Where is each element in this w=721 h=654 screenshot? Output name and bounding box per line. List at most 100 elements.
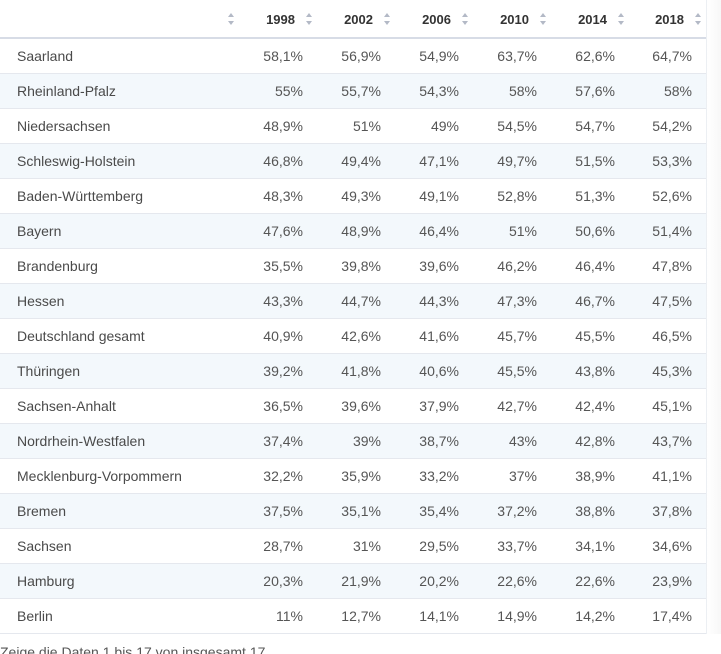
value-cell: 46,7% (552, 283, 630, 319)
region-cell: Nordrhein-Westfalen (0, 423, 240, 459)
region-cell: Hamburg (0, 563, 240, 599)
value-cell: 51,5% (552, 143, 630, 179)
region-cell: Saarland (0, 38, 240, 74)
column-header-year[interactable]: 1998 (240, 0, 318, 39)
column-header-year[interactable]: 2018 (630, 0, 707, 39)
value-cell: 44,7% (318, 283, 396, 319)
column-header-year[interactable]: 2002 (318, 0, 396, 39)
region-cell: Rheinland-Pfalz (0, 73, 240, 109)
value-cell: 48,3% (240, 178, 318, 214)
value-cell: 39,2% (240, 353, 318, 389)
value-cell: 17,4% (630, 598, 707, 634)
value-cell: 38,8% (552, 493, 630, 529)
table-row: Deutschland gesamt 40,9% 42,6% 41,6% 45,7% 45… (0, 318, 707, 354)
column-header-year[interactable]: 2010 (474, 0, 552, 39)
value-cell: 48,9% (240, 108, 318, 144)
value-cell: 42,4% (552, 388, 630, 424)
table-row: Bremen 37,5% 35,1% 35,4% 37,2% 38,8% 37,8% (0, 493, 707, 529)
value-cell: 56,9% (318, 38, 396, 74)
region-cell: Schleswig-Holstein (0, 143, 240, 179)
table-row: Bayern 47,6% 48,9% 46,4% 51% 50,6% 51,4% (0, 213, 707, 249)
value-cell: 14,9% (474, 598, 552, 634)
value-cell: 37,8% (630, 493, 707, 529)
region-cell: Bayern (0, 213, 240, 249)
column-header-year[interactable]: 2006 (396, 0, 474, 39)
table-row: Saarland 58,1% 56,9% 54,9% 63,7% 62,6% 64,7% (0, 38, 707, 74)
column-header-label: 1998 (266, 11, 295, 27)
sort-icon[interactable] (693, 12, 703, 26)
value-cell: 46,4% (396, 213, 474, 249)
value-cell: 11% (240, 598, 318, 634)
value-cell: 54,3% (396, 73, 474, 109)
value-cell: 20,3% (240, 563, 318, 599)
sort-icon[interactable] (538, 12, 548, 26)
value-cell: 45,7% (474, 318, 552, 354)
value-cell: 20,2% (396, 563, 474, 599)
value-cell: 40,9% (240, 318, 318, 354)
value-cell: 35,5% (240, 248, 318, 284)
value-cell: 51% (318, 108, 396, 144)
column-header-region[interactable] (0, 0, 240, 39)
value-cell: 37,2% (474, 493, 552, 529)
sort-icon[interactable] (226, 12, 236, 26)
value-cell: 22,6% (552, 563, 630, 599)
table-footnote: Zeige die Daten 1 bis 17 von insgesamt 1… (0, 644, 266, 654)
table-row: Rheinland-Pfalz 55% 55,7% 54,3% 58% 57,6% 58% (0, 73, 707, 109)
value-cell: 39,6% (396, 248, 474, 284)
value-cell: 41,8% (318, 353, 396, 389)
value-cell: 58,1% (240, 38, 318, 74)
value-cell: 39% (318, 423, 396, 459)
value-cell: 47,3% (474, 283, 552, 319)
region-cell: Niedersachsen (0, 108, 240, 144)
value-cell: 49,3% (318, 178, 396, 214)
value-cell: 37,9% (396, 388, 474, 424)
value-cell: 55,7% (318, 73, 396, 109)
table-row: Schleswig-Holstein 46,8% 49,4% 47,1% 49,7% 51… (0, 143, 707, 179)
value-cell: 50,6% (552, 213, 630, 249)
value-cell: 34,6% (630, 528, 707, 564)
value-cell: 22,6% (474, 563, 552, 599)
sort-icon[interactable] (382, 12, 392, 26)
value-cell: 33,2% (396, 458, 474, 494)
value-cell: 29,5% (396, 528, 474, 564)
value-cell: 37% (474, 458, 552, 494)
value-cell: 12,7% (318, 598, 396, 634)
value-cell: 31% (318, 528, 396, 564)
value-cell: 14,1% (396, 598, 474, 634)
table-row: Mecklenburg-Vorpommern 32,2% 35,9% 33,2% 37%… (0, 458, 707, 494)
value-cell: 48,9% (318, 213, 396, 249)
value-cell: 28,7% (240, 528, 318, 564)
region-cell: Bremen (0, 493, 240, 529)
sort-icon[interactable] (460, 12, 470, 26)
value-cell: 37,4% (240, 423, 318, 459)
value-cell: 46,8% (240, 143, 318, 179)
column-header-year[interactable]: 2014 (552, 0, 630, 39)
value-cell: 49,7% (474, 143, 552, 179)
value-cell: 49,1% (396, 178, 474, 214)
value-cell: 57,6% (552, 73, 630, 109)
column-header-label: 2018 (655, 11, 684, 27)
value-cell: 36,5% (240, 388, 318, 424)
value-cell: 51,4% (630, 213, 707, 249)
value-cell: 64,7% (630, 38, 707, 74)
value-cell: 52,6% (630, 178, 707, 214)
value-cell: 41,1% (630, 458, 707, 494)
value-cell: 42,7% (474, 388, 552, 424)
value-cell: 47,8% (630, 248, 707, 284)
value-cell: 45,5% (474, 353, 552, 389)
table-body: Saarland 58,1% 56,9% 54,9% 63,7% 62,6% 64,7% Rh… (0, 38, 707, 634)
value-cell: 33,7% (474, 528, 552, 564)
region-cell: Deutschland gesamt (0, 318, 240, 354)
value-cell: 46,4% (552, 248, 630, 284)
region-cell: Sachsen (0, 528, 240, 564)
value-cell: 14,2% (552, 598, 630, 634)
sort-icon[interactable] (616, 12, 626, 26)
value-cell: 58% (630, 73, 707, 109)
value-cell: 54,2% (630, 108, 707, 144)
sort-icon[interactable] (304, 12, 314, 26)
column-header-label: 2002 (344, 11, 373, 27)
value-cell: 42,6% (318, 318, 396, 354)
table-header-row: 1998 2002 2006 2010 2014 2018 (0, 0, 707, 39)
table-row: Niedersachsen 48,9% 51% 49% 54,5% 54,7% 54,2% (0, 108, 707, 144)
